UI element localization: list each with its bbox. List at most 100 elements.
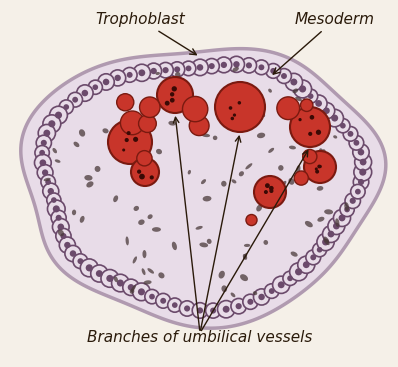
- Ellipse shape: [344, 202, 349, 211]
- Circle shape: [96, 270, 103, 277]
- Ellipse shape: [116, 127, 121, 132]
- Ellipse shape: [221, 181, 226, 187]
- Circle shape: [299, 86, 306, 92]
- Circle shape: [360, 159, 367, 166]
- Circle shape: [185, 65, 191, 71]
- Circle shape: [170, 92, 174, 97]
- Circle shape: [47, 200, 65, 218]
- Ellipse shape: [114, 276, 118, 282]
- Circle shape: [197, 64, 203, 71]
- Circle shape: [150, 175, 154, 179]
- Circle shape: [281, 73, 287, 79]
- Circle shape: [238, 101, 241, 105]
- Circle shape: [269, 189, 273, 193]
- Circle shape: [80, 259, 98, 277]
- Ellipse shape: [253, 291, 257, 295]
- Circle shape: [353, 140, 359, 146]
- Ellipse shape: [202, 134, 210, 137]
- Circle shape: [340, 202, 354, 217]
- Circle shape: [63, 104, 69, 110]
- Ellipse shape: [317, 116, 323, 120]
- Circle shape: [345, 193, 361, 208]
- Circle shape: [353, 174, 369, 190]
- Circle shape: [266, 63, 281, 78]
- Circle shape: [265, 183, 270, 188]
- Circle shape: [248, 299, 254, 305]
- Circle shape: [270, 68, 276, 74]
- Circle shape: [347, 131, 353, 137]
- Circle shape: [315, 100, 322, 107]
- Circle shape: [340, 123, 346, 128]
- Ellipse shape: [221, 286, 227, 292]
- Ellipse shape: [95, 166, 100, 172]
- Circle shape: [295, 268, 302, 275]
- Circle shape: [43, 130, 50, 137]
- Ellipse shape: [245, 163, 252, 169]
- Ellipse shape: [142, 122, 149, 128]
- Circle shape: [162, 67, 169, 73]
- Circle shape: [146, 63, 162, 79]
- Ellipse shape: [230, 292, 235, 297]
- Circle shape: [246, 62, 252, 68]
- Circle shape: [349, 135, 364, 150]
- Circle shape: [82, 90, 88, 97]
- Circle shape: [223, 306, 230, 313]
- Circle shape: [139, 69, 145, 76]
- Circle shape: [304, 89, 318, 103]
- Ellipse shape: [315, 124, 319, 130]
- Ellipse shape: [295, 97, 302, 101]
- Circle shape: [139, 174, 145, 179]
- Circle shape: [111, 274, 129, 292]
- Ellipse shape: [142, 250, 146, 258]
- Circle shape: [55, 112, 62, 119]
- Ellipse shape: [289, 178, 295, 185]
- Ellipse shape: [123, 143, 127, 147]
- Circle shape: [36, 135, 51, 150]
- Circle shape: [140, 175, 143, 178]
- Circle shape: [303, 261, 310, 268]
- Circle shape: [298, 118, 302, 121]
- Circle shape: [172, 86, 177, 91]
- Circle shape: [139, 115, 156, 132]
- Ellipse shape: [322, 149, 326, 153]
- Circle shape: [354, 163, 372, 181]
- Ellipse shape: [125, 236, 129, 246]
- Ellipse shape: [158, 272, 164, 279]
- Circle shape: [258, 64, 264, 70]
- Circle shape: [228, 56, 244, 72]
- Circle shape: [123, 279, 139, 295]
- Circle shape: [229, 106, 232, 110]
- Ellipse shape: [319, 148, 324, 155]
- Circle shape: [77, 85, 93, 101]
- Circle shape: [41, 140, 47, 146]
- Circle shape: [149, 294, 155, 299]
- Circle shape: [56, 228, 71, 244]
- Ellipse shape: [102, 128, 109, 133]
- Ellipse shape: [74, 142, 79, 147]
- Circle shape: [273, 276, 290, 293]
- Circle shape: [78, 258, 83, 264]
- Ellipse shape: [134, 206, 139, 211]
- Circle shape: [35, 155, 51, 171]
- Circle shape: [131, 158, 159, 186]
- Ellipse shape: [130, 289, 135, 294]
- Circle shape: [50, 106, 67, 124]
- Circle shape: [172, 302, 178, 308]
- Circle shape: [59, 100, 73, 114]
- Circle shape: [269, 186, 274, 190]
- Circle shape: [174, 66, 180, 72]
- Circle shape: [283, 271, 297, 286]
- Circle shape: [290, 107, 330, 147]
- Circle shape: [183, 97, 208, 122]
- Ellipse shape: [156, 72, 160, 75]
- Circle shape: [236, 303, 242, 309]
- Circle shape: [137, 150, 152, 166]
- Circle shape: [68, 92, 82, 107]
- Circle shape: [117, 94, 134, 111]
- Ellipse shape: [292, 107, 300, 114]
- Circle shape: [269, 288, 275, 294]
- Ellipse shape: [131, 285, 136, 292]
- Circle shape: [351, 184, 365, 199]
- Circle shape: [221, 62, 227, 68]
- Circle shape: [285, 73, 302, 91]
